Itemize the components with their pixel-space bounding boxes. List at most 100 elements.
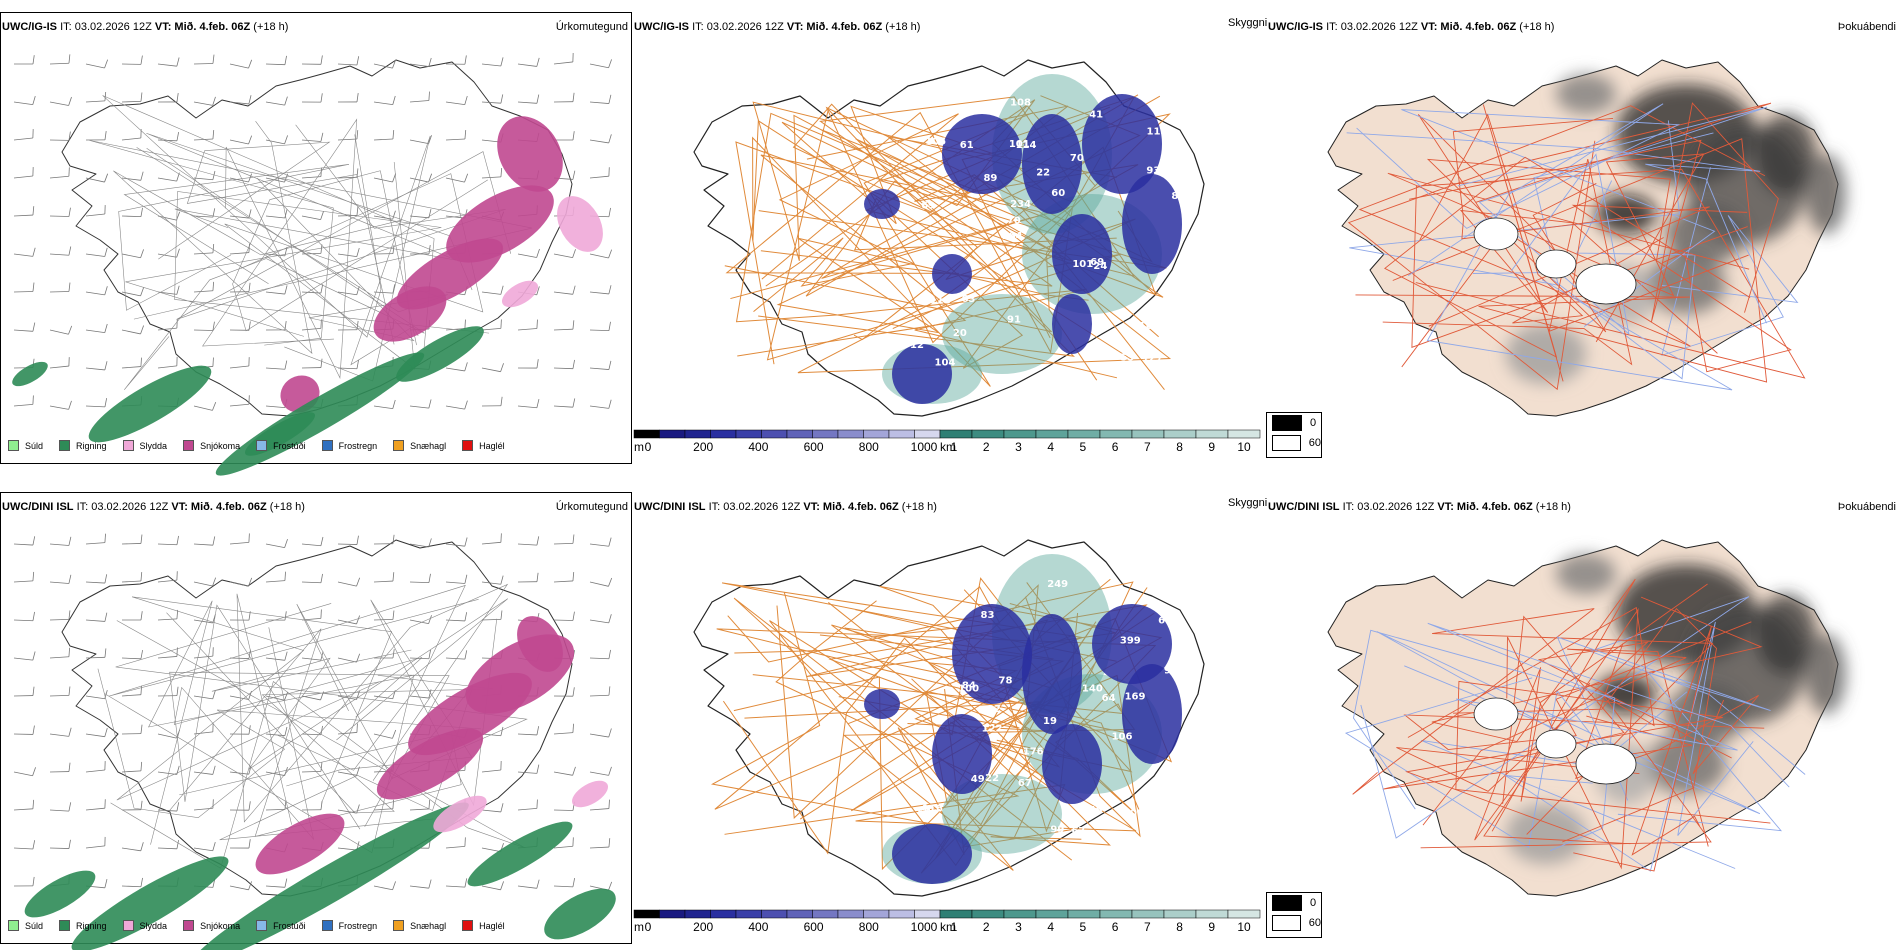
colorbar-segment (735, 909, 762, 919)
visibility-value-label: 169 (1125, 692, 1146, 703)
legend-label: Haglél (479, 920, 505, 931)
colorbar-tick: 3 (1015, 920, 1022, 934)
colorbar-segment (1195, 909, 1229, 919)
visibility-value-label: 108 (1010, 98, 1031, 109)
colorbar-segment (659, 909, 686, 919)
visibility-value-label: 118 (930, 296, 951, 307)
visibility-value-label: 90 (1164, 666, 1178, 677)
legend-item-6: Snæhagl (393, 920, 446, 931)
visibility-value-label: 67 (1158, 615, 1172, 626)
visibility-value-label: 101 (1009, 139, 1030, 150)
legend-swatch (256, 440, 268, 451)
colorbar-tick: 6 (1111, 920, 1119, 934)
colorbar-tick: 2 (982, 920, 990, 934)
colorbar-segment (1035, 429, 1069, 439)
colorbar-segment (939, 909, 973, 919)
colorbar-tick: 4 (1047, 440, 1054, 454)
legend-item-3: Snjókoma (183, 920, 240, 931)
legend-item-7: Haglél (462, 440, 505, 451)
ceiling-legend: 0 60 (1266, 892, 1322, 938)
colorbar-segment (786, 429, 813, 439)
colorbar-tick: 10 (1237, 920, 1251, 934)
colorbar-segment (735, 429, 762, 439)
colorbar-tick: 0 (644, 440, 652, 454)
legend-label: Snæhagl (410, 440, 447, 451)
visibility-value-label: 20 (953, 328, 967, 339)
colorbar-segment (1227, 429, 1261, 439)
colorbar-tick: 200 (693, 440, 714, 454)
colorbar-segment (971, 429, 1005, 439)
visibility-value-label: 80 (1123, 808, 1137, 819)
colorbar-segment (710, 909, 737, 919)
colorbar-segment (761, 909, 788, 919)
visibility-value-label: 100 (958, 683, 979, 694)
colorbar-tick: 600 (803, 440, 824, 454)
precip-title: Úrkomutegund (555, 501, 628, 513)
legend-label: Frostregn (338, 440, 378, 451)
visibility-value-label: 95 (943, 573, 957, 584)
iceland-precip-map (13, 533, 616, 950)
precip-title: Úrkomutegund (555, 21, 628, 33)
panel-header: UWC/DINI ISL IT: 03.02.2026 12Z VT: Mið.… (2, 501, 305, 513)
visibility-value-label: 70 (1070, 153, 1084, 164)
precip-frame (0, 492, 632, 944)
colorbar-segment (1227, 909, 1261, 919)
legend-swatch (122, 440, 134, 451)
ceiling-legend: 0 60 (1266, 412, 1322, 458)
legend-swatch (183, 920, 195, 931)
visibility-value-label: 114 (1016, 140, 1037, 151)
visibility-value-label: 99 (1050, 824, 1064, 835)
visibility-value-label: 69 (921, 200, 935, 211)
colorbar-segment (633, 909, 660, 919)
legend-item-7: Haglél (462, 920, 505, 931)
visibility-colorbar-km: km 1 2 3 4 5 6 7 8 9 10 (939, 429, 1261, 458)
legend-swatch (8, 920, 19, 931)
fog-title: Þokuábendi (1837, 501, 1896, 513)
legend-swatch (462, 440, 474, 451)
colorbar-tick: 3 (1015, 440, 1022, 454)
colorbar-tick: 1 (950, 920, 958, 934)
ceiling-swatch-0 (1272, 895, 1302, 911)
colorbar-tick: 8 (1176, 920, 1183, 934)
legend-item-5: Frostregn (321, 440, 378, 451)
legend-swatch (122, 920, 134, 931)
legend-label: Snæhagl (410, 920, 447, 931)
fog-panel-top: UWC/IG-IS IT: 03.02.2026 12Z VT: Mið. 4.… (1266, 12, 1900, 464)
colorbar-unit: m (634, 440, 644, 454)
colorbar-tick: 4 (1047, 920, 1054, 934)
visibility-value-label: 140 (1082, 684, 1103, 695)
colorbar-segment (1067, 429, 1101, 439)
legend-item-1: Rigning (59, 920, 107, 931)
legend-swatch (321, 920, 333, 931)
visibility-value-label: 83 (980, 610, 994, 621)
visibility-value-label: 399 (1120, 635, 1141, 646)
colorbar-segment (1163, 429, 1197, 439)
colorbar-tick: 600 (803, 920, 824, 934)
colorbar-tick: 9 (1208, 440, 1216, 454)
colorbar-segment (659, 429, 686, 439)
visibility-value-label: 63 (961, 294, 975, 305)
colorbar-segment (1003, 429, 1037, 439)
colorbar-tick: 1000 (910, 920, 938, 934)
legend-label: Rigning (76, 440, 107, 451)
iceland-visibility-map: 127 69 115 164 70 104 101 22 118 89 12 20 114 60 24 105… (693, 59, 1205, 417)
legend-swatch (59, 440, 71, 451)
legend-swatch (393, 440, 405, 451)
precip-frame (0, 12, 632, 464)
colorbar-tick: 7 (1143, 920, 1151, 934)
colorbar-tick: 400 (748, 440, 769, 454)
visibility-value-label: 164 (1002, 231, 1023, 242)
legend-label: Rigning (76, 920, 107, 931)
visibility-value-label: 93 (1146, 166, 1160, 177)
legend-swatch (321, 440, 333, 451)
colorbar-tick: 800 (858, 440, 879, 454)
visibility-value-label: 55 (1120, 352, 1134, 363)
colorbar-tick: 5 (1079, 920, 1087, 934)
visibility-value-label: 101 (1072, 259, 1093, 270)
colorbar-segment (812, 429, 839, 439)
colorbar-segment (971, 909, 1005, 919)
precip-type-legend: Súld Rigning Slydda Snjókoma Frostúði Frostre… (8, 440, 521, 451)
legend-item-3: Snjókoma (183, 440, 240, 451)
colorbar-segment (888, 429, 915, 439)
panel-header: UWC/IG-IS IT: 03.02.2026 12Z VT: Mið. 4.… (634, 21, 921, 33)
